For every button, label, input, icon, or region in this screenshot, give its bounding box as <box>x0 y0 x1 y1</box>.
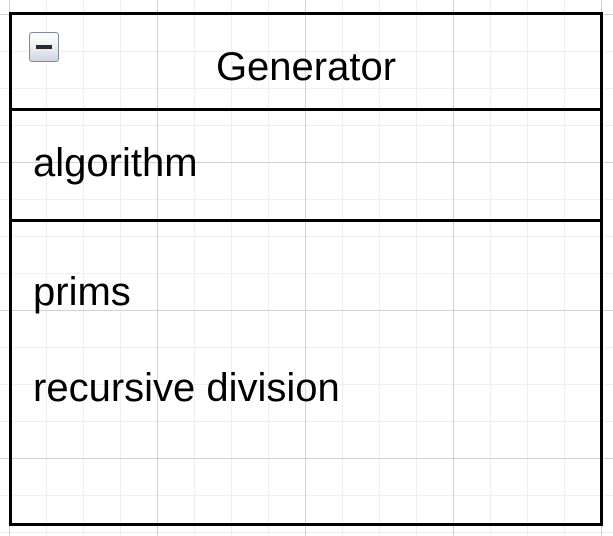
attributes-compartment: algorithm <box>12 111 600 222</box>
class-header: Generator <box>12 15 600 111</box>
uml-class-box[interactable]: Generator algorithm prims recursive divi… <box>9 12 603 526</box>
class-title[interactable]: Generator <box>215 45 397 89</box>
minus-icon <box>36 45 52 49</box>
operation-item-prims[interactable]: prims <box>33 270 131 314</box>
operation-item-recursive-division[interactable]: recursive division <box>33 366 340 410</box>
operations-compartment: prims recursive division <box>12 222 600 523</box>
collapse-icon[interactable] <box>29 32 59 62</box>
attribute-item[interactable]: algorithm <box>33 141 198 185</box>
